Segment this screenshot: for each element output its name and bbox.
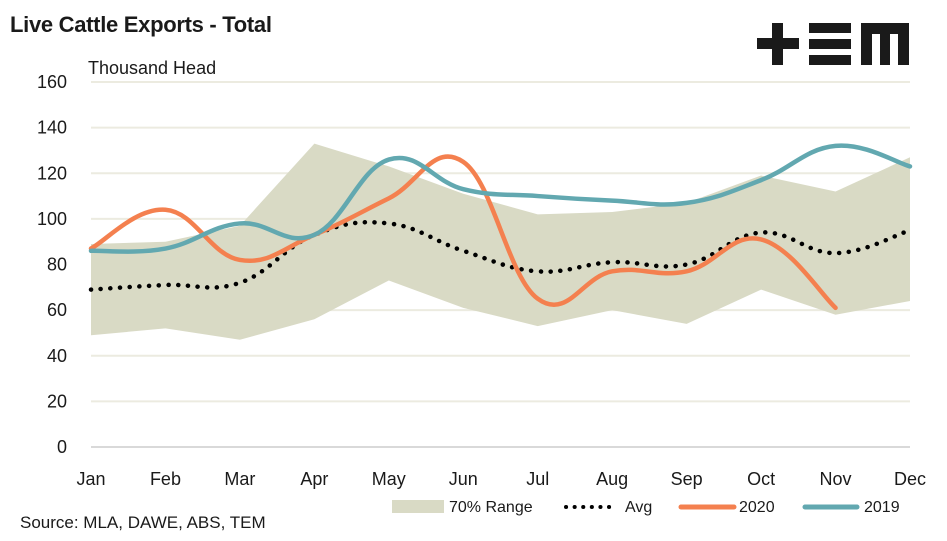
x-tick-label: Aug: [596, 469, 628, 489]
legend: 70% Range Avg 2020 2019: [392, 499, 900, 516]
logo-e-top: [809, 23, 851, 33]
series-line-2020: [88, 154, 838, 311]
y-tick-label: 120: [37, 163, 67, 183]
y-tick-label: 160: [37, 72, 67, 92]
legend-label-range: 70% Range: [449, 499, 533, 516]
x-tick-label: Dec: [894, 469, 926, 489]
x-tick-label: Apr: [300, 469, 328, 489]
x-tick-label: May: [372, 469, 406, 489]
legend-label-avg: Avg: [625, 499, 652, 516]
logo-m-leg3: [898, 23, 909, 65]
x-tick-label: Sep: [671, 469, 703, 489]
logo-e-bottom: [809, 55, 851, 65]
x-tick-label: Oct: [747, 469, 775, 489]
x-tick-label: Jun: [449, 469, 478, 489]
y-tick-label: 0: [57, 437, 67, 457]
x-tick-label: Feb: [150, 469, 181, 489]
tem-logo-icon: [757, 23, 913, 65]
y-tick-label: 40: [47, 346, 67, 366]
logo-m-leg2: [880, 23, 890, 65]
y-axis-unit-label: Thousand Head: [88, 58, 216, 78]
legend-label-2019: 2019: [864, 499, 900, 516]
x-axis-ticks: Jan Feb Mar Apr May Jun Jul Aug Sep Oct Nov Dec: [76, 469, 926, 489]
y-tick-label: 100: [37, 209, 67, 229]
logo-e-mid: [809, 39, 851, 49]
chart-title: Live Cattle Exports - Total: [10, 12, 272, 37]
y-tick-label: 60: [47, 300, 67, 320]
logo-plus-vertical: [772, 23, 783, 65]
y-axis-ticks: 0 20 40 60 80 100 120 140 160: [37, 72, 67, 457]
x-tick-label: Jan: [76, 469, 105, 489]
x-tick-label: Jul: [526, 469, 549, 489]
y-tick-label: 140: [37, 118, 67, 138]
series-line-2019: [88, 143, 913, 254]
range-band-area: [91, 143, 910, 340]
range-band-layer: [91, 143, 910, 340]
logo-m-leg1: [861, 23, 872, 65]
legend-swatch-range: [392, 500, 444, 513]
series-layer: [88, 143, 913, 311]
source-note: Source: MLA, DAWE, ABS, TEM: [20, 513, 266, 532]
x-tick-label: Mar: [224, 469, 255, 489]
legend-label-2020: 2020: [739, 499, 775, 516]
x-tick-label: Nov: [820, 469, 852, 489]
y-tick-label: 20: [47, 391, 67, 411]
y-tick-label: 80: [47, 255, 67, 275]
